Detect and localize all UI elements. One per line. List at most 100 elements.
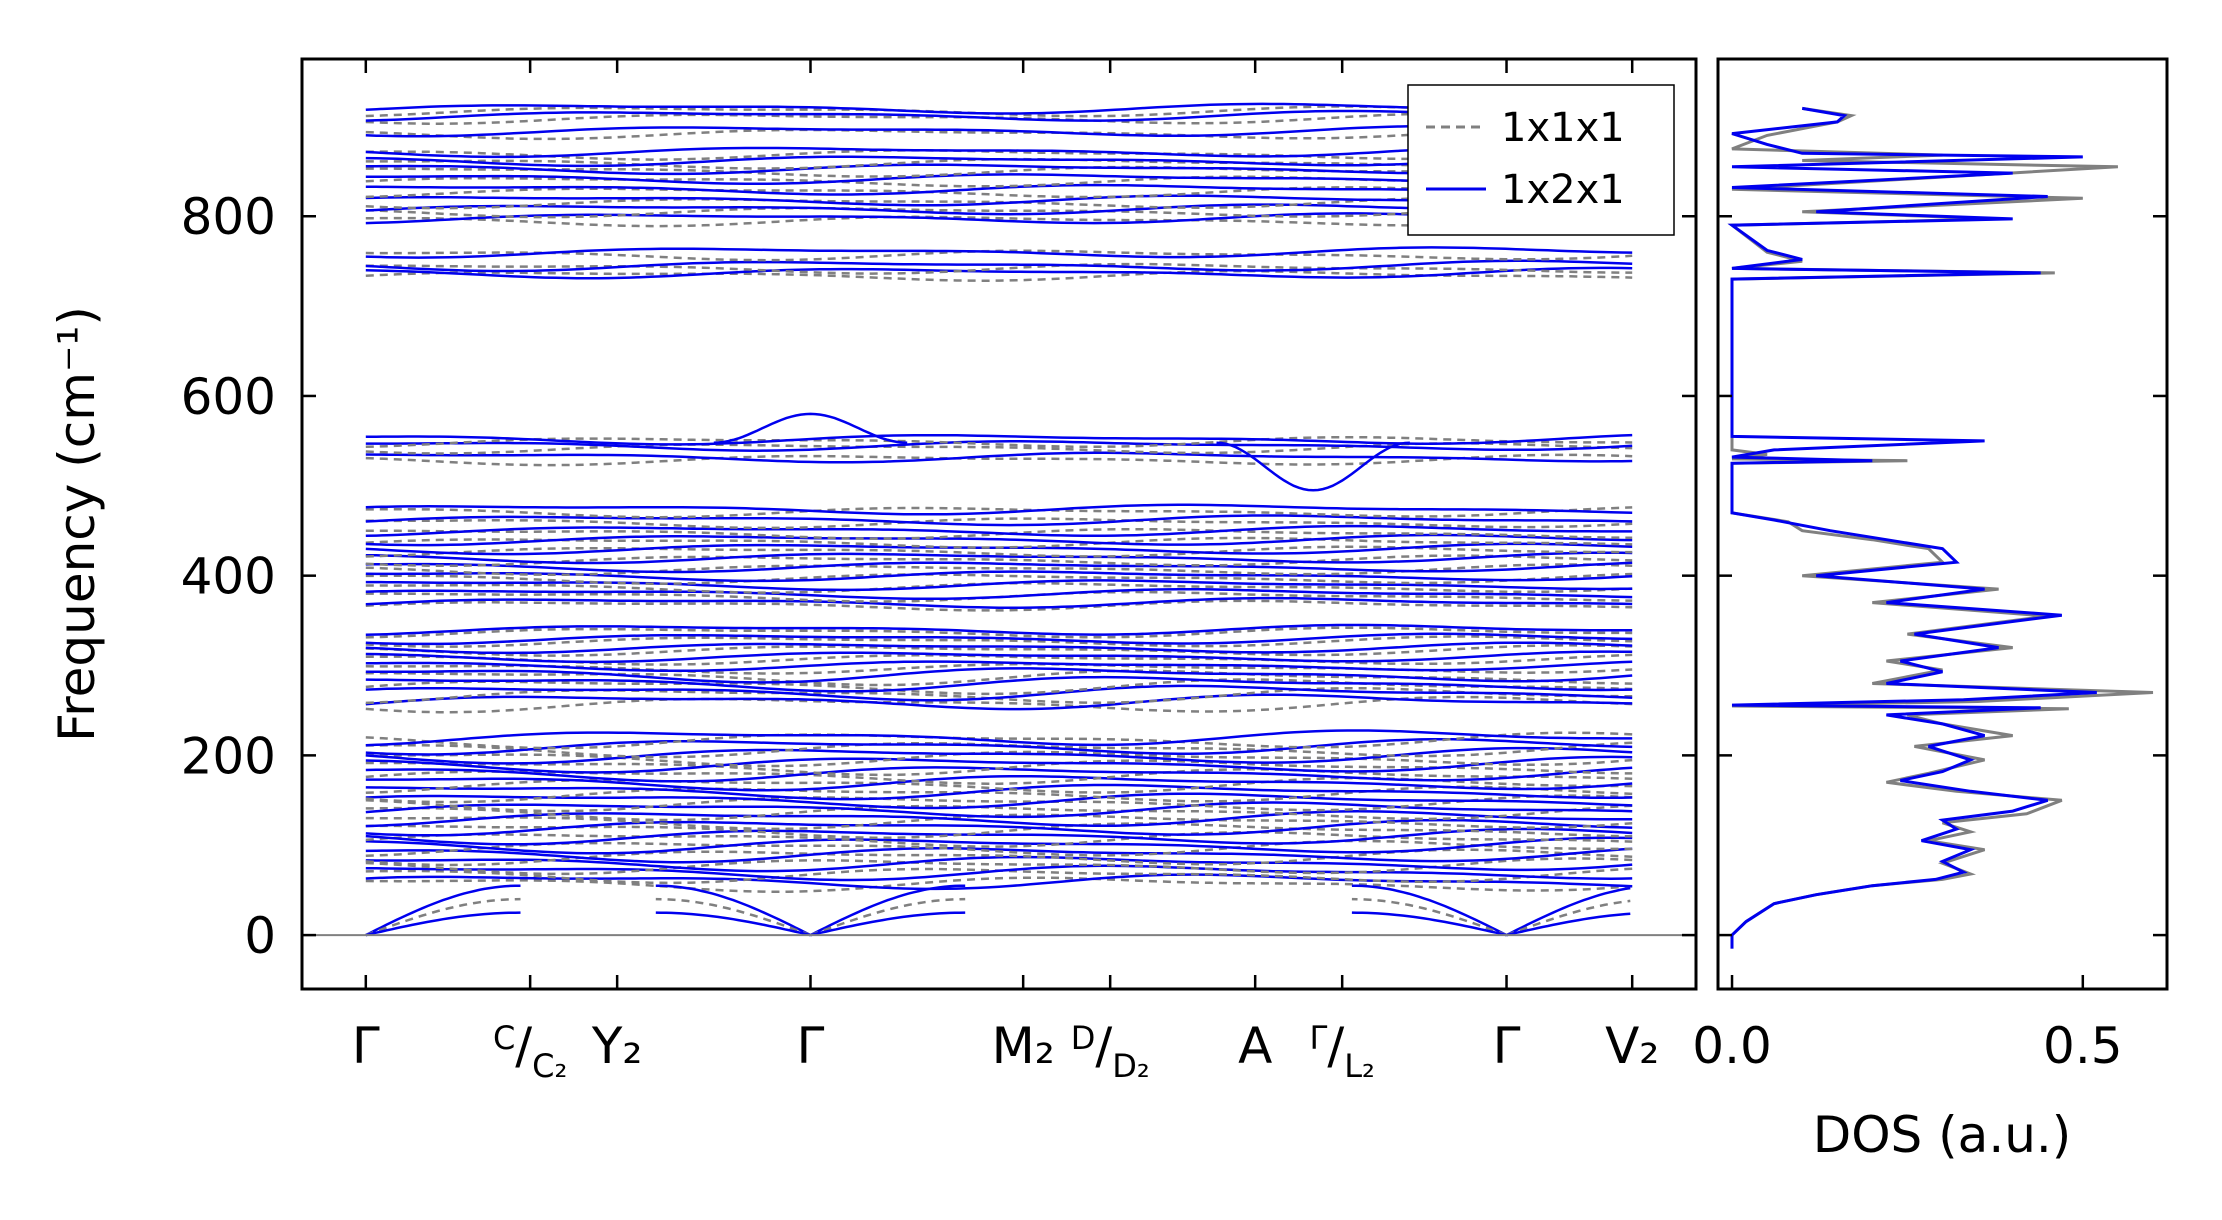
dos-x-tick-label: 0.0 [1692, 1017, 1772, 1075]
dos-plot-frame [1716, 57, 2169, 991]
band-line-1x1x1 [365, 453, 1633, 467]
legend-label-1x2x1: 1x2x1 [1501, 167, 1625, 213]
band-line-1x1x1 [365, 804, 1633, 822]
x-tick-fraction-label: C/C₂ [493, 1017, 567, 1085]
acoustic-branch [1506, 899, 1631, 937]
band-line-1x1x1 [365, 830, 1633, 848]
band-line-1x2x1 [365, 246, 1633, 259]
acoustic-branch [1351, 897, 1507, 937]
band-line-1x2x1 [365, 451, 1633, 464]
band-line-1x2x1 [365, 266, 1633, 280]
band-line-1x2x1 [365, 774, 1633, 792]
band-line-1x2x1 [365, 738, 1633, 756]
band-line-1x2x1 [365, 847, 1633, 864]
band-line-1x1x1 [365, 262, 1633, 275]
y-tick-label: 600 [181, 368, 276, 426]
acoustic-branch [655, 897, 811, 937]
band-line-1x2x1 [365, 632, 1633, 646]
x-tick-denominator: L₂ [1344, 1047, 1375, 1085]
x-tick-slash: / [1095, 1017, 1112, 1075]
x-tick-label: Γ [352, 1017, 380, 1075]
band-line-1x2x1 [365, 623, 1633, 636]
band-line-1x2x1 [365, 641, 1633, 655]
band-line-1x2x1 [365, 684, 1633, 702]
band-line-1x2x1 [365, 818, 1633, 837]
band-line-1x2x1 [365, 660, 1633, 673]
dos-x-ticks: 0.0 0.5 [1692, 975, 2123, 1075]
x-tick-fraction-label: Γ/L₂ [1310, 1017, 1375, 1085]
band-feature [1216, 441, 1410, 492]
band-line-1x1x1 [365, 678, 1633, 696]
x-tick-denominator: C₂ [532, 1047, 567, 1085]
band-line-1x1x1 [365, 876, 1633, 894]
band-line-1x1x1 [365, 750, 1633, 768]
band-line-1x2x1 [365, 561, 1633, 574]
band-line-1x2x1 [365, 551, 1633, 565]
y-tick-label: 400 [181, 548, 276, 606]
band-line-1x2x1 [365, 533, 1633, 547]
dos-x-tick-label: 0.5 [2043, 1017, 2123, 1075]
band-line-1x2x1 [365, 836, 1633, 855]
y-axis-title: Frequency (cm⁻¹) [48, 306, 106, 742]
band-line-1x2x1 [365, 440, 1633, 452]
band-line-1x2x1 [365, 693, 1633, 711]
x-tick-numerator: C [493, 1019, 515, 1057]
band-line-1x2x1 [365, 596, 1633, 609]
band-line-1x2x1 [365, 675, 1633, 693]
band-line-1x1x1 [365, 635, 1633, 648]
band-line-1x2x1 [365, 542, 1633, 556]
x-tick-numerator: Γ [1310, 1019, 1328, 1057]
band-line-1x2x1 [365, 855, 1633, 873]
x-tick-label: V₂ [1605, 1017, 1659, 1075]
band-line-1x2x1 [365, 746, 1633, 765]
band-line-1x2x1 [365, 755, 1633, 774]
dos-lines [1727, 106, 2154, 949]
band-line-1x1x1 [365, 644, 1633, 657]
x-tick-fraction-label: D/D₂ [1071, 1017, 1150, 1085]
band-line-1x1x1 [365, 599, 1633, 612]
band-feature [713, 412, 908, 444]
acoustic-branch [655, 884, 812, 937]
band-line-1x2x1 [365, 259, 1633, 273]
dos-curve-1x1x1 [1727, 106, 2154, 949]
x-tick-numerator: D [1071, 1019, 1096, 1057]
dos-panel: 0.0 0.5 DOS (a.u.) [1692, 57, 2169, 1164]
acoustic-branch [365, 897, 521, 937]
acoustic-branch [1506, 912, 1631, 937]
x-tick-label: Γ [1493, 1017, 1521, 1075]
legend-label-1x1x1: 1x1x1 [1501, 105, 1625, 151]
band-line-1x2x1 [365, 729, 1633, 747]
acoustic-branch [809, 884, 966, 937]
band-line-1x2x1 [365, 524, 1633, 538]
x-tick-denominator: D₂ [1112, 1047, 1149, 1085]
band-line-1x2x1 [365, 864, 1633, 882]
band-line-1x1x1 [365, 626, 1633, 639]
acoustic-branch [1351, 911, 1507, 937]
acoustic-branch [655, 911, 811, 937]
y-tick-label: 800 [181, 188, 276, 246]
band-line-1x1x1 [365, 785, 1633, 804]
band-line-1x1x1 [365, 857, 1633, 876]
band-plot-frame [300, 57, 1698, 991]
y-tick-label: 200 [181, 727, 276, 785]
x-tick-label: Y₂ [591, 1017, 643, 1075]
acoustic-branch [810, 911, 966, 937]
band-line-1x1x1 [365, 794, 1633, 813]
band-line-1x2x1 [365, 514, 1633, 527]
x-tick-label: M₂ [992, 1017, 1055, 1075]
dos-y-ticks [1718, 214, 2167, 937]
acoustic-branch [1351, 884, 1508, 937]
band-line-1x1x1 [365, 695, 1633, 714]
acoustic-branch [810, 897, 966, 937]
band-line-1x2x1 [365, 792, 1633, 810]
band-x-ticks: Γ C/C₂ Y₂ Γ M₂ D/D₂ A Γ/L₂ Γ V₂ [352, 59, 1659, 1085]
band-line-1x1x1 [365, 731, 1633, 750]
band-line-1x1x1 [365, 813, 1633, 831]
band-line-1x2x1 [365, 667, 1633, 684]
band-line-1x2x1 [365, 433, 1633, 446]
acoustic-branch [365, 884, 521, 937]
x-tick-label: Γ [797, 1017, 825, 1075]
band-line-1x1x1 [365, 759, 1633, 777]
x-tick-label: A [1238, 1017, 1272, 1075]
